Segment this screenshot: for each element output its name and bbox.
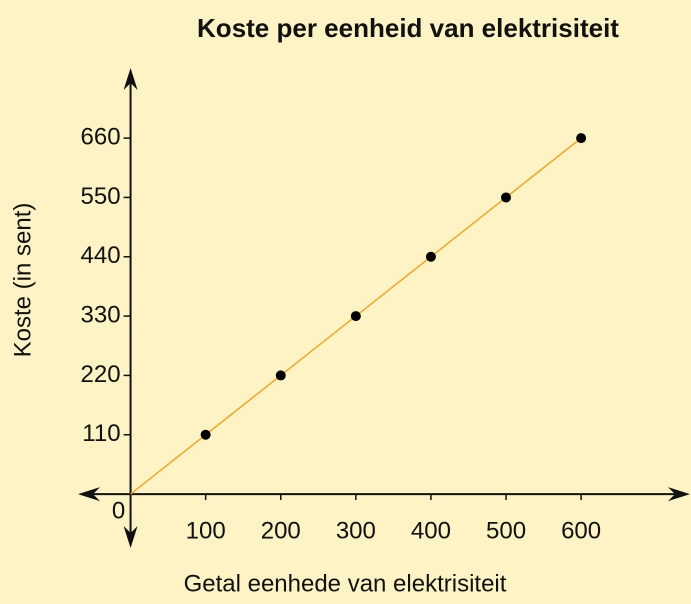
x-tick-label: 400 — [411, 517, 451, 544]
arrow-left — [78, 487, 100, 502]
point — [350, 311, 361, 322]
point — [200, 429, 211, 440]
point — [501, 192, 512, 203]
y-tick-label: 110 — [82, 420, 120, 447]
y-tick-label: 440 — [81, 242, 121, 269]
point — [425, 251, 436, 262]
x-tick-label: 300 — [336, 517, 376, 544]
trend-line — [205, 137, 582, 436]
x-tick-label: 200 — [261, 517, 301, 544]
x-tick-label: 600 — [561, 517, 601, 544]
chart-title: Koste per eenheid van elektrisiteit — [197, 13, 619, 43]
y-tick-label: 550 — [81, 183, 121, 210]
arrow-up — [123, 68, 138, 90]
arrow-right — [668, 487, 690, 502]
y-axis-label: Koste (in sent) — [9, 203, 36, 358]
y-tick-label: 660 — [81, 123, 121, 150]
y-tick-label: 330 — [81, 301, 121, 328]
point — [576, 133, 587, 144]
y-tick-label: 220 — [81, 361, 121, 388]
x-tick-label: 500 — [486, 517, 526, 544]
arrow-down — [123, 526, 138, 548]
x-tick-label: 100 — [186, 517, 226, 544]
x-axis-label: Getal eenhede van elektrisiteit — [184, 570, 507, 597]
x-tick-label: 0 — [112, 497, 125, 524]
point — [275, 370, 286, 381]
line-extension — [130, 434, 207, 495]
